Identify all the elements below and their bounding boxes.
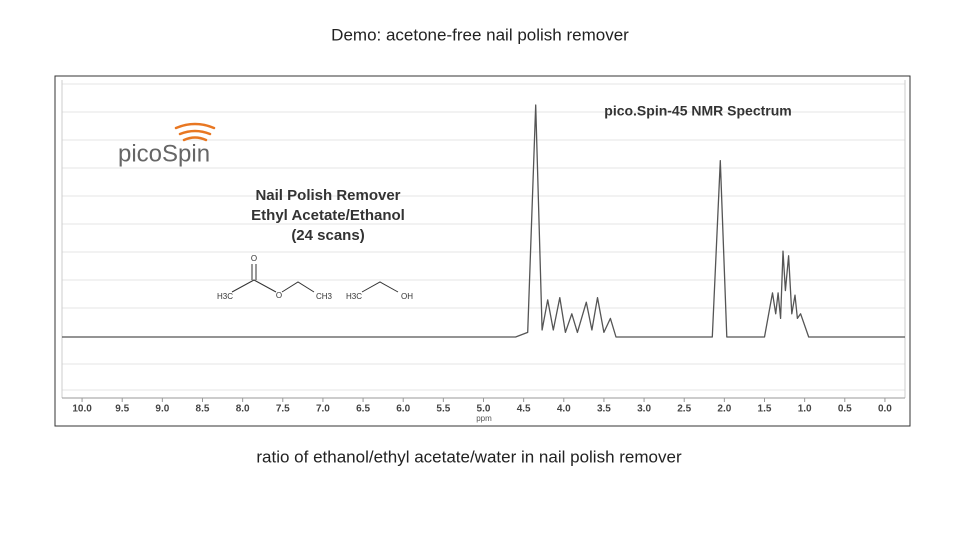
x-tick-label: 7.0 (316, 404, 330, 415)
molecule-label: OH (401, 292, 413, 301)
plot-title: pico.Spin-45 NMR Spectrum (604, 103, 791, 119)
molecule-bonds (231, 264, 399, 293)
x-tick-label: 10.0 (72, 404, 92, 415)
x-tick-label: 0.0 (878, 404, 892, 415)
x-tick-label: 3.5 (597, 404, 611, 415)
figure-frame (54, 75, 911, 427)
annotation: Ethyl Acetate/Ethanol (251, 207, 405, 224)
x-axis-label: ppm (476, 414, 492, 423)
x-tick-label: 1.5 (758, 404, 772, 415)
x-tick-label: 9.5 (115, 404, 129, 415)
molecule-label: CH3 (316, 292, 333, 301)
molecule-label: O (251, 254, 257, 263)
x-tick-label: 8.0 (236, 404, 250, 415)
x-tick-label: 6.0 (396, 404, 410, 415)
x-tick-label: 9.0 (155, 404, 169, 415)
molecule-label: H3C (346, 292, 362, 301)
logo: picoSpin (118, 140, 210, 167)
caption: ratio of ethanol/ethyl acetate/water in … (256, 447, 682, 466)
x-tick-label: 3.0 (637, 404, 651, 415)
logo-arcs (174, 122, 216, 142)
x-tick-label: 2.5 (677, 404, 691, 415)
x-tick-label: 1.0 (798, 404, 812, 415)
slide-title: Demo: acetone-free nail polish remover (331, 25, 629, 44)
x-tick-label: 7.5 (276, 404, 290, 415)
x-tick-label: 8.5 (196, 404, 210, 415)
x-tick-label: 4.5 (517, 404, 531, 415)
x-tick-label: 4.0 (557, 404, 571, 415)
annotation: Nail Polish Remover (255, 187, 400, 204)
annotation: (24 scans) (291, 227, 364, 244)
spectrum-line (62, 104, 905, 338)
x-tick-label: 0.5 (838, 404, 852, 415)
molecule-label: O (276, 291, 282, 300)
x-tick-label: 6.5 (356, 404, 370, 415)
molecule-label: H3C (217, 292, 233, 301)
x-tick-label: 5.5 (436, 404, 450, 415)
plot-rules (62, 83, 905, 391)
x-tick-label: 5.0 (477, 404, 491, 415)
x-tick-label: 2.0 (717, 404, 731, 415)
